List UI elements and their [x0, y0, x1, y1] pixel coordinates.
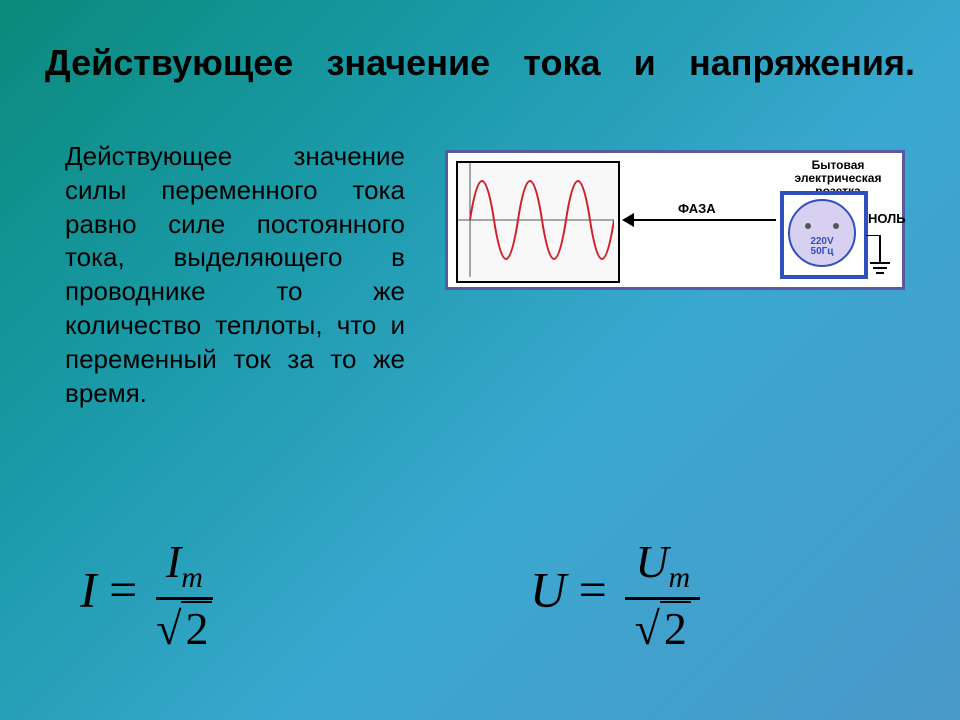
equals-sign: = [579, 562, 620, 618]
socket-hole-left [805, 223, 811, 229]
null-label: НОЛЬ [868, 211, 906, 226]
sqrt-symbol: √ [635, 603, 660, 654]
ground-icon [866, 235, 902, 283]
arrow-shaft [628, 219, 776, 221]
socket-frequency: 50Гц [811, 246, 834, 257]
denominator: √2 [625, 600, 700, 655]
formula-current: I = Im √2 [80, 535, 213, 655]
radicand: 2 [181, 601, 212, 654]
num-variable: U [635, 536, 668, 587]
slide-title: Действующее значение тока и напряжения. [45, 40, 915, 85]
socket-hole-right [833, 223, 839, 229]
num-subscript: m [181, 561, 203, 594]
lhs-variable: I [80, 562, 97, 618]
sqrt-symbol: √ [156, 603, 181, 654]
fraction: Um √2 [625, 535, 700, 655]
phase-label: ФАЗА [678, 201, 716, 216]
socket-face: 220V 50Гц [788, 199, 856, 267]
arrow-head-icon [622, 213, 634, 227]
formula-voltage: U = Um √2 [530, 535, 700, 655]
socket-rating: 220V 50Гц [790, 237, 854, 257]
sine-wave-panel [456, 161, 620, 283]
numerator: Um [625, 535, 700, 600]
equals-sign: = [109, 562, 150, 618]
fraction: Im √2 [156, 535, 213, 655]
lhs-variable: U [530, 562, 566, 618]
radicand: 2 [660, 601, 691, 654]
num-subscript: m [669, 561, 691, 594]
num-variable: I [166, 536, 181, 587]
definition-text: Действующее значение силы переменного то… [65, 140, 405, 410]
socket-box: 220V 50Гц [780, 191, 868, 279]
socket-diagram: ФАЗА Бытовая электрическая розетка 220V … [445, 150, 905, 290]
sine-wave [458, 163, 614, 277]
numerator: Im [156, 535, 213, 600]
denominator: √2 [156, 600, 213, 655]
